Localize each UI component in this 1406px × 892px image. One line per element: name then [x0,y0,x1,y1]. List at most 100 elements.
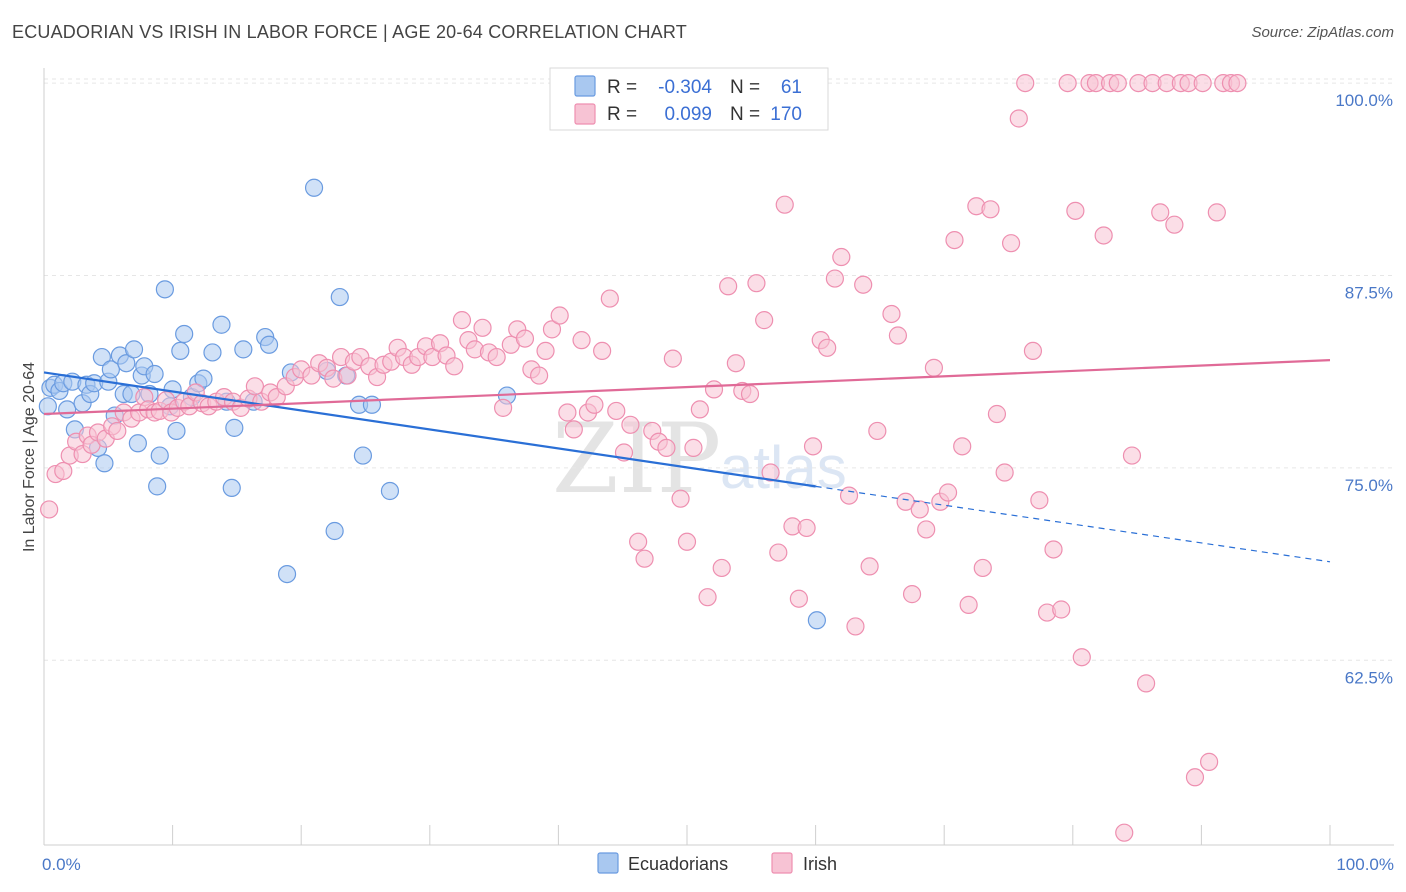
irish-point-112 [818,338,837,357]
irish-point-74 [550,306,569,325]
irish-point-167 [1207,203,1226,222]
irish-point-79 [585,395,604,414]
irish-point-148 [1072,648,1091,667]
irish-point-66 [494,398,513,417]
irish-point-116 [846,617,865,636]
irish-point-90 [663,349,682,368]
chart-title: ECUADORIAN VS IRISH IN LABOR FORCE | AGE… [12,22,687,42]
ecuadorians-point-38 [194,369,213,388]
bottom-legend-label-irish: Irish [803,854,837,874]
irish-point-131 [953,437,972,456]
legend-swatch-irish [574,103,596,125]
irish-point-127 [924,358,944,377]
ecuadorians-point-20 [117,354,136,373]
ecuadorians-point-53 [330,287,349,307]
irish-point-105 [769,543,788,562]
legend-r-label-irish: R = [607,104,637,125]
ecuadorians-point-48 [277,564,297,584]
irish-point-145 [1052,600,1071,619]
irish-point-104 [761,463,780,482]
irish-point-122 [888,326,908,345]
irish-point-59 [445,357,464,376]
irish-point-32 [245,377,265,396]
irish-point-139 [1009,109,1028,128]
irish-point-161 [1165,215,1184,234]
irish-point-95 [698,588,717,607]
x-axis-max-label: 100.0% [1336,855,1394,874]
irish-point-154 [1115,823,1134,842]
irish-point-130 [945,230,964,250]
ecuadorians-point-40 [212,315,231,334]
legend-box [549,67,829,131]
irish-point-136 [987,404,1007,424]
irish-point-109 [797,518,816,538]
irish-point-63 [473,318,492,337]
irish-point-119 [868,421,887,441]
irish-point-72 [536,341,555,361]
irish-point-82 [607,401,626,421]
irish-point-60 [452,311,472,330]
irish-point-101 [740,384,760,404]
irish-point-11 [108,421,127,441]
y-tick-label-1: 87.5% [1345,283,1393,302]
ecuadorians-point-5 [58,400,77,419]
irish-point-132 [959,595,978,614]
ecuadorians-point-33 [167,421,186,441]
irish-trend-line [43,359,1331,416]
irish-point-71 [530,366,549,385]
irish-point-134 [973,558,992,578]
ecuadorians-point-35 [175,324,194,344]
legend: R = -0.304 N = 61 R = 0.099 N = 170 [549,67,829,131]
series-irish-points [40,73,1247,842]
irish-point-117 [854,275,873,294]
irish-point-98 [719,277,738,296]
chart-source: Source: ZipAtlas.com [1251,24,1394,41]
ecuadorians-point-34 [171,341,190,361]
irish-point-94 [690,400,709,419]
irish-point-141 [1023,341,1043,361]
axes [43,68,1394,846]
irish-point-65 [487,347,506,367]
irish-point-170 [1228,73,1247,93]
irish-point-165 [1193,73,1212,93]
y-tick-label-2: 75.0% [1345,476,1393,495]
irish-point-123 [896,492,915,511]
ecuadorians-point-57 [362,395,382,414]
irish-point-115 [839,486,859,505]
ecuadorians-point-22 [124,340,144,359]
legend-r-value-irish: 0.099 [664,104,712,125]
irish-point-102 [747,274,766,293]
irish-point-81 [600,289,619,308]
irish-point-166 [1200,752,1219,771]
irish-point-135 [981,200,1000,219]
irish-point-121 [882,304,901,324]
irish-point-138 [1001,234,1021,253]
ecuadorians-point-44 [234,340,253,359]
irish-point-114 [832,247,851,267]
irish-point-76 [564,420,583,439]
x-axis-min-label: 0.0% [42,855,81,874]
y-tick-label-3: 62.5% [1345,668,1393,687]
irish-point-155 [1122,446,1142,465]
irish-point-0 [40,500,59,519]
irish-point-97 [712,558,731,578]
y-tick-labels: 100.0% 87.5% 75.0% 62.5% [1335,91,1393,687]
irish-point-129 [938,483,958,502]
irish-point-106 [775,195,794,214]
watermark: ZIP atlas [552,403,847,515]
irish-point-153 [1108,73,1127,93]
y-axis-label: In Labor Force | Age 20-64 [21,362,38,552]
irish-point-73 [542,320,562,339]
ecuadorians-point-28 [148,477,167,496]
irish-point-113 [825,269,844,288]
irish-point-69 [515,329,535,348]
ecuadorians-point-29 [150,446,169,465]
irish-point-118 [860,557,879,576]
ecuadorians-point-0 [38,397,57,416]
irish-point-80 [593,341,612,361]
irish-point-125 [910,500,929,519]
ecuadorians-point-56 [353,446,373,465]
irish-point-110 [803,437,823,456]
irish-point-103 [755,311,774,330]
ecuadorians-point-23 [128,434,147,453]
